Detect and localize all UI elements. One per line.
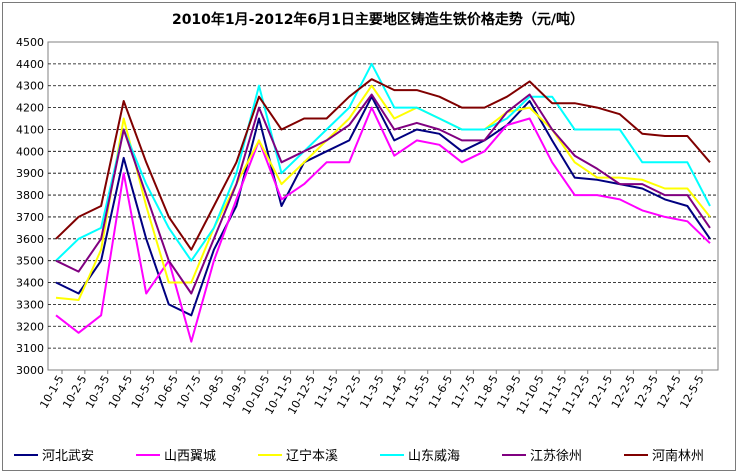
- chart-title: 2010年1月-2012年6月1日主要地区铸造生铁价格走势（元/吨）: [172, 11, 584, 28]
- legend-label: 江苏徐州: [530, 448, 582, 464]
- series-line-2: [55, 84, 711, 301]
- y-tick-label: 3400: [16, 277, 44, 290]
- y-tick-label: 4000: [16, 145, 44, 158]
- legend-label: 河南林州: [652, 448, 704, 464]
- legend-label: 山西翼城: [164, 449, 216, 464]
- series-line-1: [55, 106, 711, 343]
- y-tick-label: 3600: [16, 233, 44, 246]
- y-tick-label: 4300: [16, 80, 44, 93]
- y-tick-label: 4400: [16, 58, 44, 71]
- plot-area: [47, 41, 719, 371]
- legend-label: 辽宁本溪: [286, 448, 338, 464]
- y-tick-label: 3900: [16, 167, 44, 180]
- y-tick-label: 4200: [16, 102, 44, 115]
- y-tick-label: 3100: [16, 342, 44, 355]
- y-tick-label: 3300: [16, 298, 44, 311]
- y-tick-label: 4500: [16, 36, 44, 49]
- y-tick-label: 3200: [16, 320, 44, 333]
- y-tick-label: 3500: [16, 255, 44, 268]
- legend-label: 河北武安: [42, 449, 94, 464]
- y-tick-label: 3700: [16, 211, 44, 224]
- legend-label: 山东威海: [408, 449, 460, 464]
- y-tick-label: 3000: [16, 364, 44, 377]
- series-line-5: [55, 78, 711, 251]
- series-line-0: [55, 95, 711, 317]
- y-tick-label: 4100: [16, 123, 44, 136]
- y-tick-label: 3800: [16, 189, 44, 202]
- series-line-4: [55, 93, 711, 295]
